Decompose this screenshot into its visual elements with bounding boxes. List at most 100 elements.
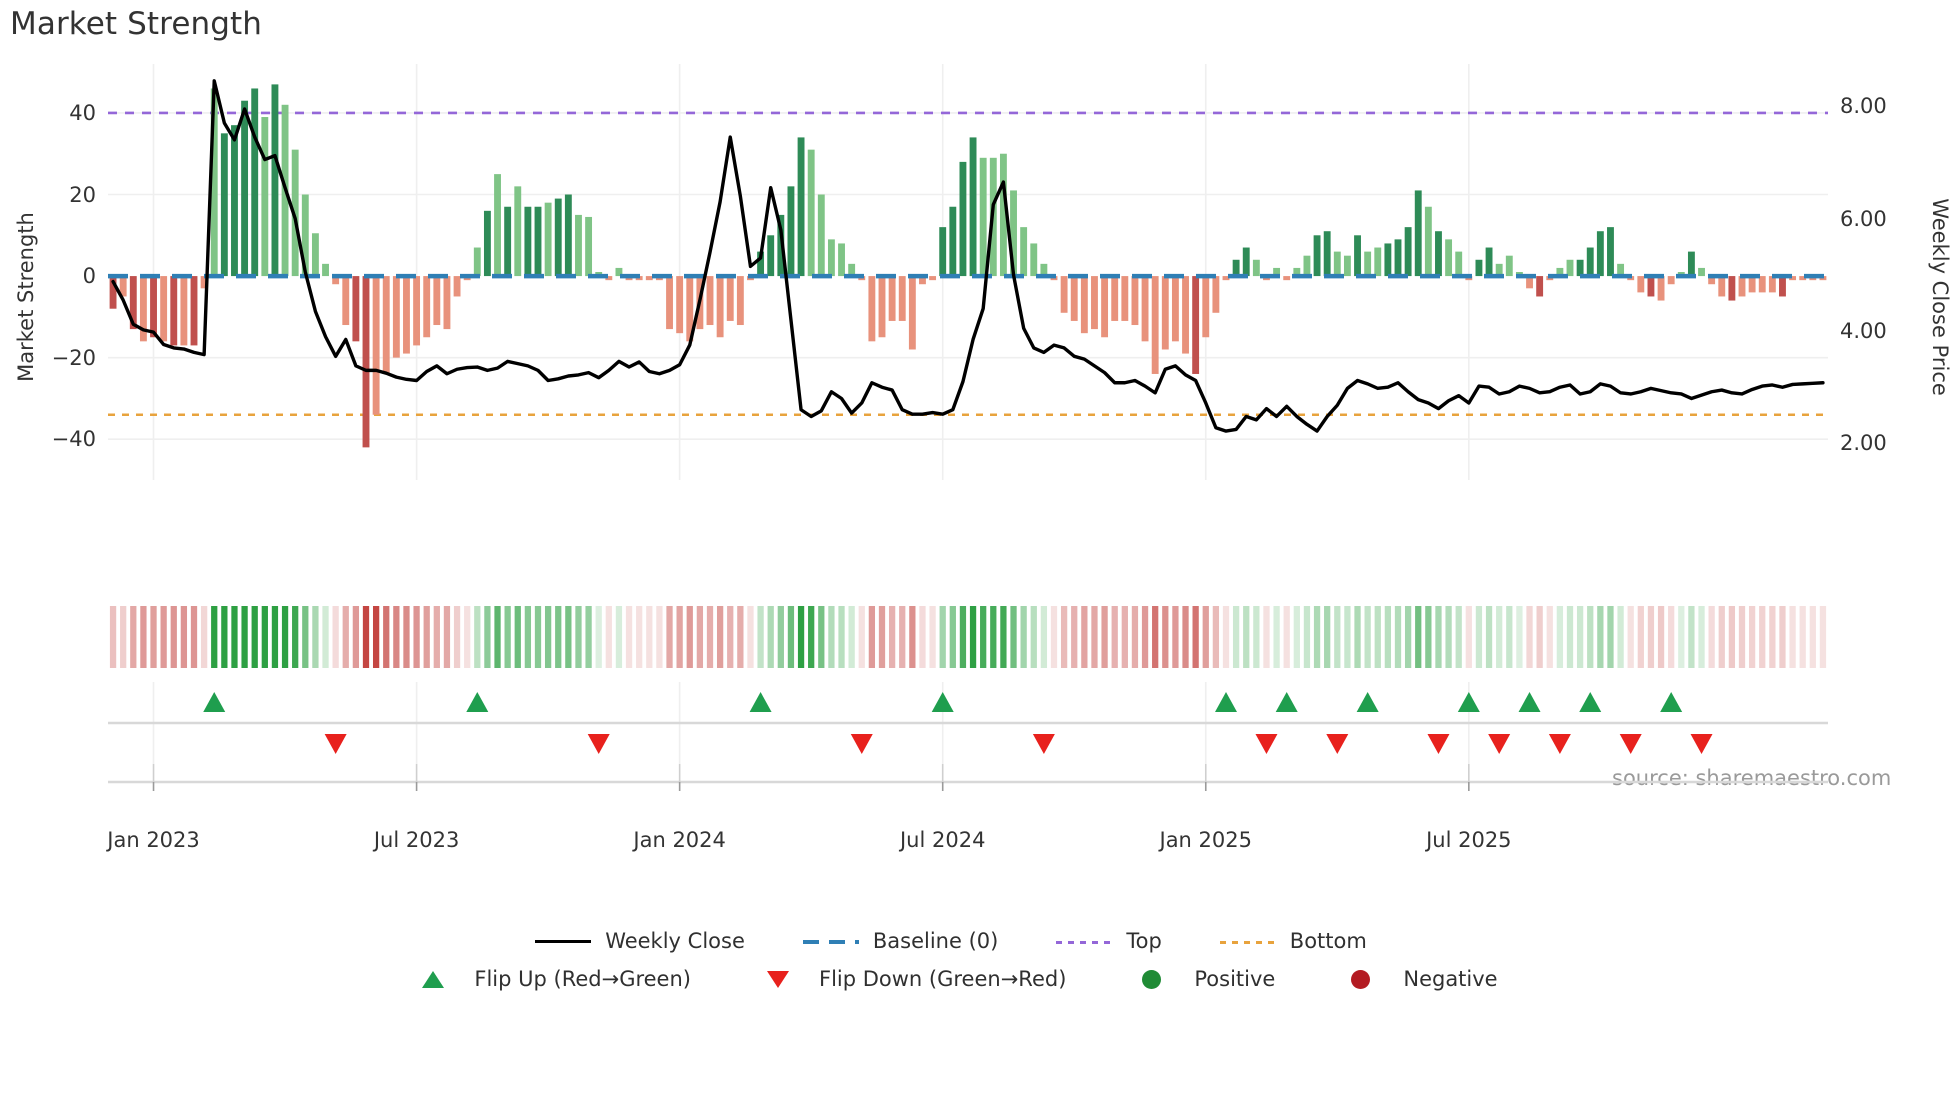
heatmap-cell: [1384, 606, 1392, 668]
heatmap-cell: [1576, 606, 1584, 668]
heatmap-cell: [1091, 606, 1098, 668]
bar: [1101, 276, 1109, 338]
flip-down-marker: [1427, 734, 1450, 754]
heatmap-cell: [1192, 606, 1199, 668]
heatmap-cell: [1283, 606, 1290, 668]
heatmap-cell: [575, 606, 582, 668]
heatmap-cell: [686, 606, 693, 668]
flip-up-marker: [749, 692, 772, 712]
bar: [1435, 231, 1442, 277]
heatmap-cell: [474, 606, 481, 668]
flip-up-marker: [1660, 692, 1683, 712]
heatmap-cell: [1556, 606, 1564, 668]
heatmap-cell: [1485, 606, 1493, 668]
heatmap-cell: [1718, 606, 1725, 668]
legend-label: Top: [1126, 929, 1162, 953]
flip-up-marker: [466, 692, 489, 712]
heatmap-cell: [1313, 606, 1321, 668]
legend-item[interactable]: Flip Down (Green→Red): [749, 967, 1066, 991]
bar: [969, 137, 977, 277]
heatmap-cell: [1587, 606, 1594, 668]
heatmap-cell: [555, 606, 562, 668]
legend-label: Baseline (0): [872, 929, 999, 953]
bar: [109, 276, 117, 309]
bar: [817, 194, 825, 277]
heatmap-cell: [322, 606, 329, 668]
heatmap-cell: [676, 606, 683, 668]
heatmap-cell: [1172, 606, 1179, 668]
heatmap-cell: [130, 606, 137, 668]
heatmap-cell: [1232, 606, 1240, 668]
bar: [342, 276, 350, 326]
heatmap-cell: [625, 606, 633, 668]
x-tick: Jan 2023: [107, 828, 200, 852]
bar: [1637, 276, 1645, 293]
heatmap-cell: [332, 606, 339, 668]
heatmap-cell: [1141, 606, 1149, 668]
legend-item[interactable]: Weekly Close: [535, 929, 745, 953]
legend-item[interactable]: Top: [1056, 929, 1162, 953]
heatmap-cell: [1364, 606, 1371, 668]
bar: [726, 276, 734, 321]
bar: [1748, 276, 1756, 293]
bar: [1758, 276, 1766, 293]
heatmap-cell: [1698, 606, 1705, 668]
bar: [271, 84, 279, 277]
bar: [160, 276, 168, 342]
bar: [311, 233, 319, 277]
heatmap-cell: [1748, 606, 1756, 668]
bar: [554, 198, 562, 277]
bar: [666, 276, 673, 330]
heatmap-cell: [919, 606, 926, 668]
bar: [605, 276, 613, 281]
bar: [473, 247, 481, 277]
legend-dashline-icon: [802, 930, 859, 952]
heatmap-cell: [1475, 606, 1483, 668]
bar: [1556, 267, 1564, 277]
bar: [797, 137, 805, 277]
heatmap-cell: [1445, 606, 1452, 668]
legend-dotline-icon: [1056, 930, 1113, 952]
bar: [908, 276, 916, 350]
bar: [898, 276, 906, 321]
bar: [1343, 255, 1351, 277]
legend-item[interactable]: Baseline (0): [802, 929, 999, 953]
heatmap-cell: [544, 606, 552, 668]
bar: [1222, 276, 1230, 281]
flip-up-marker: [1356, 692, 1379, 712]
flip-up-marker: [931, 692, 954, 712]
y-axis-left-label: Market Strength: [14, 212, 38, 382]
bar: [382, 276, 390, 374]
flip-up-marker: [1275, 692, 1298, 712]
legend-item[interactable]: Flip Up (Red→Green): [404, 967, 691, 991]
bar: [453, 276, 461, 297]
heatmap-cell: [1354, 606, 1361, 668]
heatmap-cell: [413, 606, 420, 668]
heatmap-cell: [939, 606, 946, 668]
bar: [1475, 259, 1483, 277]
bar: [443, 276, 451, 330]
flip-down-marker: [850, 734, 873, 754]
bar: [1121, 276, 1129, 321]
heatmap-cell: [372, 606, 380, 668]
bar: [1161, 276, 1169, 350]
legend-item[interactable]: Bottom: [1219, 929, 1367, 953]
bar: [827, 239, 835, 277]
bar: [1070, 276, 1078, 321]
strength-heatmap-strip: [109, 606, 1827, 668]
bar: [1293, 267, 1301, 277]
heatmap-cell: [302, 606, 309, 668]
legend-solidline-icon: [535, 930, 592, 952]
bar: [433, 276, 441, 326]
heatmap-cell: [1030, 606, 1037, 668]
heatmap-cell: [1536, 606, 1543, 668]
heatmap-cell: [403, 606, 410, 668]
heatmap-cell: [231, 606, 238, 668]
bar: [848, 263, 856, 277]
bar: [1799, 276, 1807, 281]
heatmap-cell: [737, 606, 744, 668]
bar: [524, 206, 532, 277]
legend-item[interactable]: Negative: [1333, 967, 1498, 991]
heatmap-cell: [1688, 606, 1695, 668]
legend-item[interactable]: Positive: [1124, 967, 1275, 991]
